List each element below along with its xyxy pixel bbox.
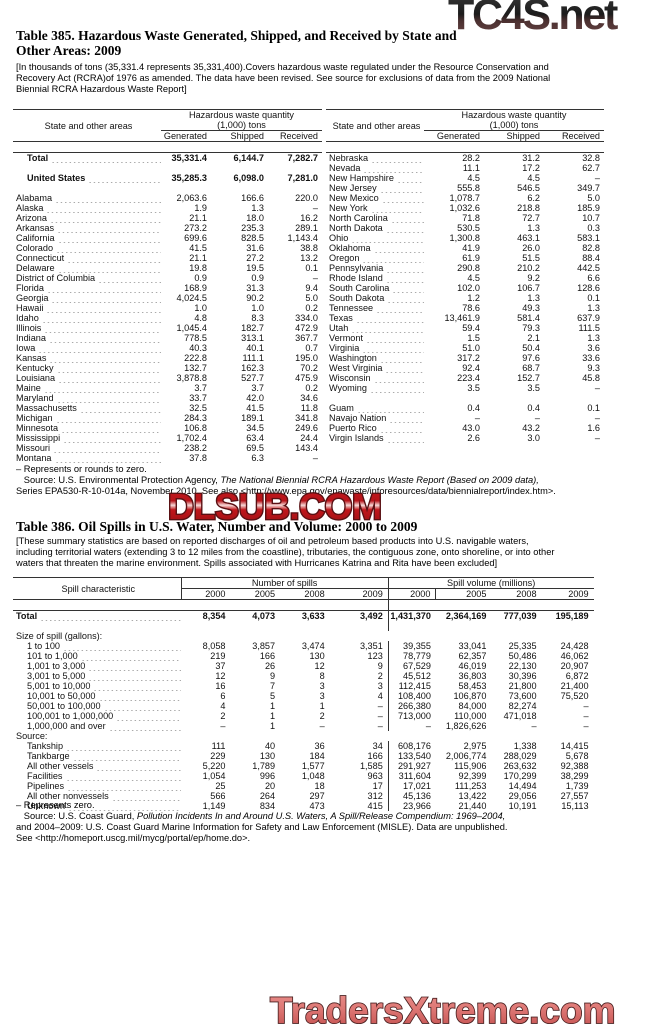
svg-text:DLSUB.COM: DLSUB.COM xyxy=(168,486,382,527)
svg-text:TC4S.net: TC4S.net xyxy=(448,0,618,39)
svg-text:TradersXtreme.com: TradersXtreme.com xyxy=(270,990,616,1024)
